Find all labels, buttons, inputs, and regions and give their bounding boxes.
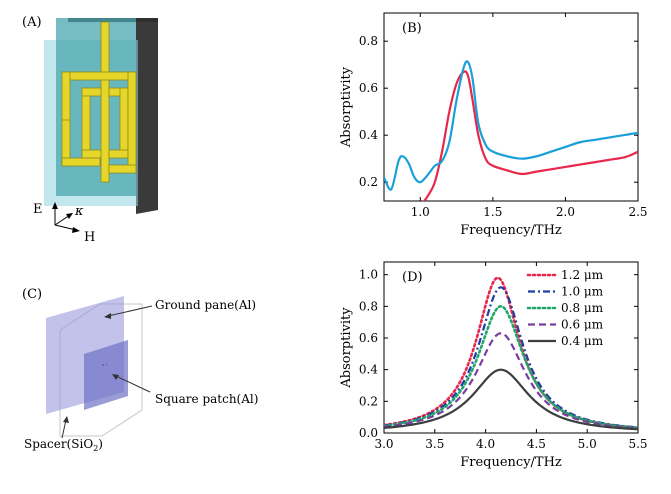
resonator-left-inner-bottom — [81, 149, 102, 159]
spacer-callout-line — [61, 419, 67, 439]
ground-callout-arrowhead — [104, 313, 111, 319]
patch-callout-line — [115, 375, 151, 393]
y-tick-label: 0.6 — [359, 81, 378, 95]
resonator-left-bottom-foot — [61, 157, 101, 167]
e-arrowhead — [52, 202, 58, 209]
patch-callout-arrowhead — [112, 374, 119, 380]
legend-label: 0.4 μm — [561, 334, 604, 348]
resonator-left-inner-arm — [81, 87, 91, 157]
ground-callout-line — [107, 305, 153, 317]
y-tick-label: 0.6 — [359, 331, 378, 345]
series-line-red — [422, 70, 638, 201]
chart-d: 3.0 3.5 4.0 4.5 5.0 5.5 0.0 0.2 0.4 0.6 0.8 1.0 Freq… — [339, 261, 648, 470]
x-tick-label: 1.0 — [411, 205, 430, 219]
y-tick-label: 0.8 — [359, 34, 378, 48]
spacer-label: Spacer(SiO2) — [24, 437, 103, 453]
series-line — [384, 332, 638, 430]
h-axis-arrow — [54, 224, 77, 231]
x-tick-label: 1.5 — [483, 205, 502, 219]
h-arrowhead — [72, 227, 80, 233]
square-patch — [84, 340, 128, 410]
series-line — [384, 305, 638, 430]
legend-label: 1.2 μm — [561, 268, 604, 282]
x-tick-label: 3.0 — [374, 437, 393, 451]
yellow-resonator — [61, 21, 137, 183]
panel-a-label: (A) — [22, 15, 42, 30]
resonator-right-outer-arm — [127, 71, 137, 173]
y-tick-label: 0.4 — [359, 128, 378, 142]
field-axes: E κ H — [33, 202, 95, 245]
h-axis-label: H — [84, 230, 95, 245]
y-tick-label: 0.0 — [359, 426, 378, 440]
k-arrowhead — [66, 213, 73, 219]
resonator-left-inner-top — [81, 87, 102, 97]
y-tick-label: 0.8 — [359, 299, 378, 313]
y-tick-label: 0.2 — [359, 175, 378, 189]
resonator-top-bar — [61, 71, 137, 81]
spacer-callout-arrowhead — [63, 416, 69, 423]
plot-frame — [383, 261, 639, 434]
absorber-structure-illustration — [44, 18, 158, 214]
x-axis-label: Frequency/THz — [460, 223, 562, 238]
x-tick-label: 2.5 — [628, 205, 647, 219]
ground-plane-label: Ground pane(Al) — [155, 298, 256, 312]
y-axis-label: Absorptivity — [339, 307, 354, 389]
x-axis-label: Frequency/THz — [460, 455, 562, 470]
resonator-center-bar — [100, 21, 110, 183]
resonator-right-foot — [108, 164, 137, 174]
legend-label: 0.6 μm — [561, 318, 604, 332]
square-patch-label: Square patch(Al) — [155, 392, 258, 406]
resonator-left-top-arm — [61, 71, 71, 123]
x-tick-label: 2.0 — [556, 205, 575, 219]
y-tick-label: 0.4 — [359, 363, 378, 377]
e-axis-label: E — [33, 202, 43, 217]
panel-label: (B) — [402, 21, 422, 36]
patch-structure-illustration — [46, 296, 143, 437]
plot-frame — [383, 12, 639, 202]
y-tick-label: 0.2 — [359, 394, 378, 408]
y-axis-label: Absorptivity — [339, 66, 354, 148]
x-tick-label: 4.5 — [527, 437, 546, 451]
y-tick-label: 1.0 — [359, 268, 378, 282]
x-tick-label: 4.0 — [476, 437, 495, 451]
panel-a: (A) — [22, 15, 158, 245]
x-tick-label: 5.5 — [628, 437, 647, 451]
x-tick-label: 3.5 — [425, 437, 444, 451]
chart-b: 1.0 1.5 2.0 2.5 0.2 0.4 0.6 0.8 Frequency/THz Abs… — [339, 12, 648, 238]
series-line-blue — [384, 60, 638, 191]
panel-c-callouts: Ground pane(Al) Square patch(Al) Spacer(… — [24, 298, 258, 453]
panel-c-label: (C) — [22, 287, 42, 302]
panel-label: (D) — [402, 270, 423, 285]
metal-side-face — [136, 18, 158, 214]
legend-label: 1.0 μm — [561, 285, 604, 299]
legend-label: 0.8 μm — [561, 301, 604, 315]
series-line — [384, 368, 638, 431]
resonator-right-inner-arm — [119, 87, 129, 157]
resonator-right-inner-bottom — [108, 149, 129, 159]
k-axis-label: κ — [74, 204, 84, 219]
panel-c: (C) Ground pane(Al) Square patch(Al) Spa… — [22, 287, 258, 453]
k-axis-arrow — [54, 214, 71, 226]
x-tick-label: 5.0 — [578, 437, 597, 451]
